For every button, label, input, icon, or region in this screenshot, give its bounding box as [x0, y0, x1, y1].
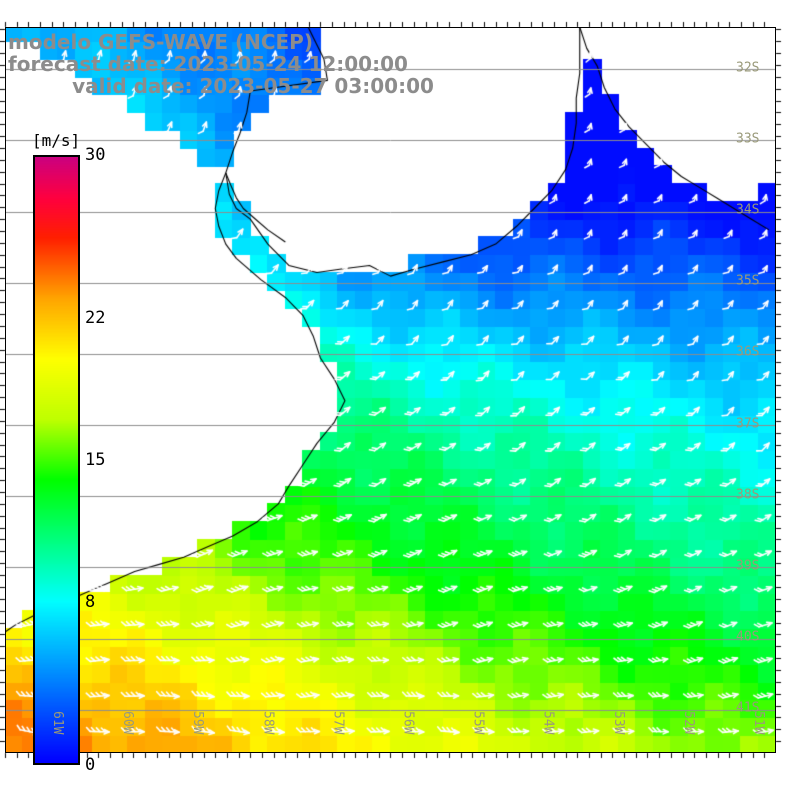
lat-label-33S: 33S	[736, 131, 760, 147]
lon-label-54W: 54W	[540, 711, 556, 735]
lon-label-59W: 59W	[190, 711, 206, 735]
lat-label-32S: 32S	[736, 60, 760, 76]
colorbar-gradient	[35, 157, 78, 763]
forecast-date-label: forecast date: 2023-05-24 12:00:00	[8, 52, 408, 76]
lon-label-57W: 57W	[330, 711, 346, 735]
lon-label-61W: 61W	[50, 711, 66, 735]
lon-label-60W: 60W	[120, 711, 136, 735]
lon-label-56W: 56W	[400, 711, 416, 735]
colorbar-tick-0: 0	[85, 755, 96, 775]
lat-label-34S: 34S	[736, 202, 760, 218]
colorbar-tick-15: 15	[85, 450, 106, 470]
lon-label-52W: 52W	[680, 711, 696, 735]
lat-label-38S: 38S	[736, 487, 760, 503]
lat-label-36S: 36S	[736, 344, 760, 360]
colorbar-tick-8: 8	[85, 592, 96, 613]
model-title: modelo GEFS-WAVE (NCEP)	[8, 30, 313, 54]
lat-label-35S: 35S	[736, 273, 760, 289]
lon-label-58W: 58W	[260, 711, 276, 735]
colorbar-unit-label: [m/s]	[32, 131, 81, 150]
lat-label-41S: 41S	[736, 700, 760, 716]
colorbar-tick-22: 22	[85, 307, 106, 328]
lat-label-39S: 39S	[736, 558, 760, 574]
lat-label-37S: 37S	[736, 416, 760, 432]
lat-label-40S: 40S	[736, 629, 760, 645]
lon-label-55W: 55W	[470, 711, 486, 735]
colorbar-tick-30: 30	[85, 145, 106, 165]
lon-label-51W: 51W	[750, 711, 766, 735]
valid-date-label: valid date: 2023-05-27 03:00:00	[72, 74, 434, 98]
colorbar	[33, 155, 80, 765]
lon-label-53W: 53W	[610, 711, 626, 735]
